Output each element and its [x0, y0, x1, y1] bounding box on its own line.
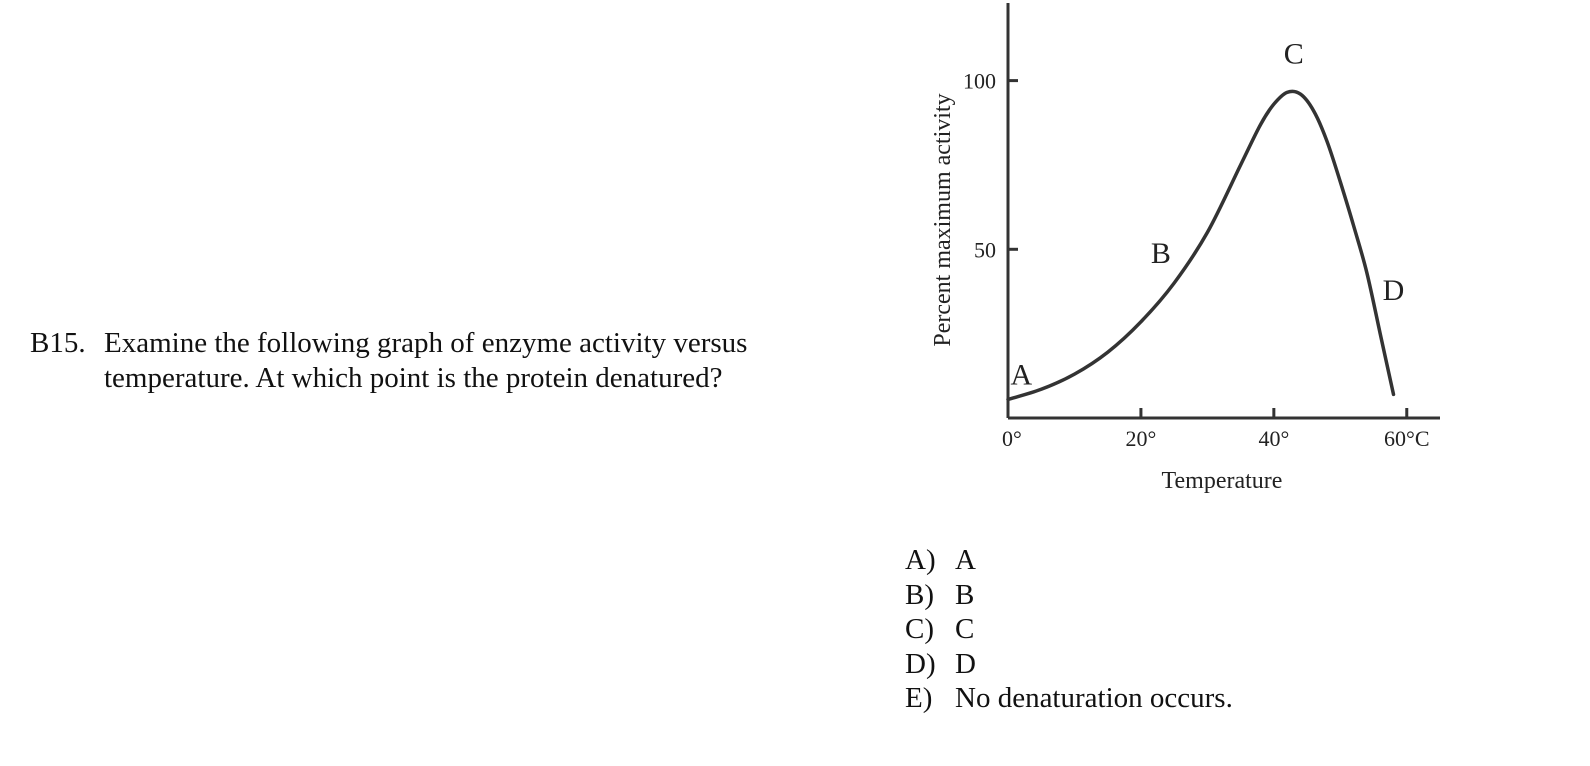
y-tick-label: 50: [974, 237, 996, 262]
y-axis-label: Percent maximum activity: [930, 93, 956, 346]
point-label-b: B: [1151, 237, 1171, 270]
answer-letter: C): [905, 613, 934, 645]
activity-curve: [1006, 89, 1396, 402]
answer-text: No denaturation occurs.: [955, 682, 1233, 714]
answer-text: C: [955, 613, 975, 645]
answer-text: A: [955, 544, 976, 576]
question: B15. Examine the following graph of enzy…: [30, 326, 750, 396]
answer-letter: D): [905, 647, 936, 680]
x-tick-label: 20°: [1126, 426, 1157, 451]
point-labels: A B C D: [1010, 38, 1404, 392]
point-label-d: D: [1383, 274, 1405, 307]
x-axis-label: Temperature: [1162, 468, 1283, 494]
answer-letter: B): [905, 578, 934, 611]
x-tick-label: 0°: [1002, 426, 1022, 451]
point-label-c: C: [1284, 38, 1304, 71]
answer-text: D: [955, 647, 976, 680]
x-ticks: 0° 20° 40° 60°C: [1002, 408, 1430, 451]
point-label-a: A: [1010, 358, 1032, 391]
answer-text: B: [955, 578, 975, 611]
x-tick-label: 40°: [1258, 426, 1289, 451]
answer-letter: A): [905, 544, 936, 576]
question-text: Examine the following graph of enzyme ac…: [104, 327, 748, 394]
y-tick-label: 100: [963, 69, 996, 94]
y-ticks: 50 100: [963, 69, 1018, 262]
x-tick-label: 60°C: [1384, 426, 1429, 451]
question-number: B15.: [30, 327, 86, 359]
answer-letter: E): [905, 682, 933, 714]
